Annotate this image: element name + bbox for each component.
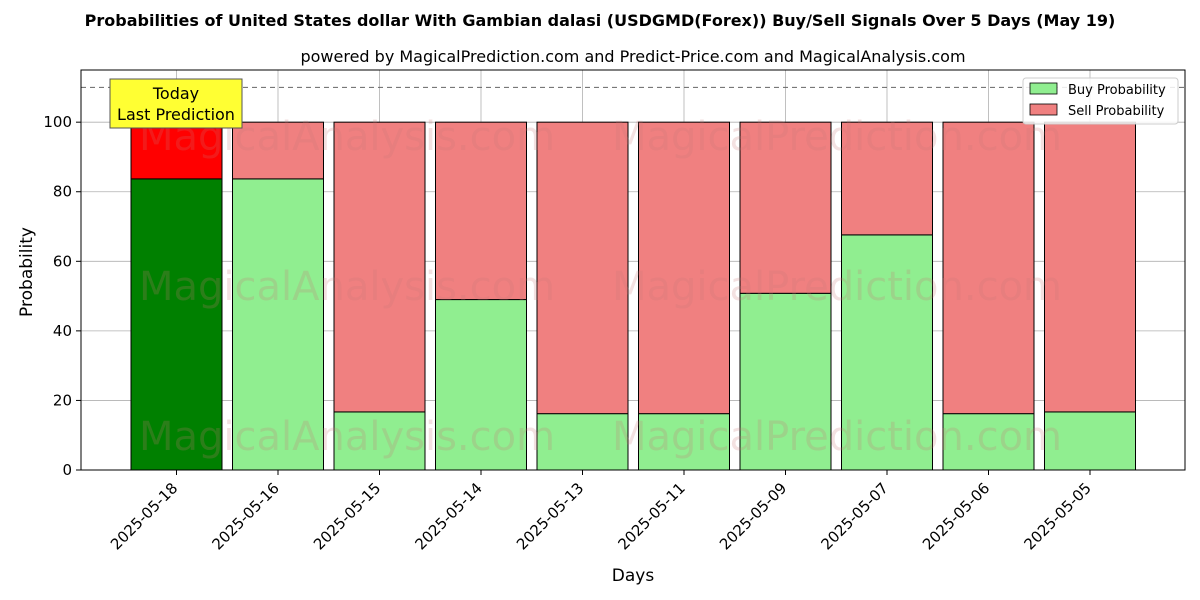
x-tick-label: 2025-05-07 — [817, 479, 891, 553]
bar-buy-2025-05-07 — [841, 234, 933, 471]
watermark-text: MagicalPrediction.com — [612, 264, 1062, 310]
x-tick-label: 2025-05-09 — [716, 479, 790, 553]
x-tick-label: 2025-05-14 — [411, 479, 485, 553]
bar-sell-2025-05-07 — [841, 121, 933, 236]
y-tick-label: 40 — [53, 322, 72, 340]
x-tick-label: 2025-05-05 — [1020, 479, 1094, 553]
x-axis-ticks: 2025-05-18 2025-05-16 2025-05-15 2025-05-14… — [107, 470, 1095, 553]
y-tick-label: 60 — [53, 252, 72, 270]
bar-sell-2025-05-15 — [333, 121, 426, 413]
today-annotation: Today Last Prediction — [109, 78, 243, 129]
watermark-text: MagicalPrediction.com — [612, 114, 1062, 160]
bar-buy-2025-05-14 — [435, 299, 527, 471]
x-tick-label: 2025-05-16 — [208, 479, 282, 553]
legend-frame — [1022, 77, 1179, 125]
legend-sell-swatch — [1029, 103, 1058, 116]
watermark-text: MagicalAnalysis.com — [139, 414, 555, 460]
bar-sell-2025-05-11 — [638, 121, 730, 415]
y-tick-label: 100 — [43, 113, 72, 131]
watermark-text: MagicalAnalysis.com — [139, 264, 555, 310]
legend-buy-label: Buy Probability — [1068, 83, 1166, 98]
bar-sell-2025-05-16 — [232, 121, 324, 180]
bar-sell-2025-05-14 — [435, 121, 527, 301]
plot-frame — [80, 69, 1186, 471]
watermark-text: MagicalPrediction.com — [612, 414, 1062, 460]
chart-title: Probabilities of United States dollar Wi… — [85, 11, 1116, 30]
legend: Buy Probability Sell Probability — [1022, 77, 1179, 125]
legend-sell-label: Sell Probability — [1068, 104, 1165, 119]
bar-sell-2025-05-13 — [536, 121, 629, 415]
x-axis-label: Days — [612, 566, 655, 586]
x-tick-label: 2025-05-15 — [310, 479, 384, 553]
x-tick-label: 2025-05-13 — [513, 479, 587, 553]
bar-buy-2025-05-06 — [942, 413, 1035, 471]
y-axis-ticks: 0 20 40 60 80 100 — [43, 113, 81, 479]
y-tick-label: 80 — [53, 183, 72, 201]
x-tick-label: 2025-05-18 — [107, 479, 181, 553]
x-tick-label: 2025-05-11 — [614, 479, 688, 553]
y-tick-label: 0 — [62, 461, 72, 479]
bar-sell-2025-05-09 — [739, 121, 832, 294]
bar-buy-2025-05-15 — [333, 411, 426, 471]
y-axis-label: Probability — [17, 227, 37, 317]
bar-buy-2025-05-05 — [1044, 411, 1136, 471]
chart-subtitle: powered by MagicalPrediction.com and Pre… — [300, 47, 965, 66]
annotation-box — [109, 78, 243, 129]
bar-buy-2025-05-18 — [130, 178, 223, 471]
bar-sell-2025-05-06 — [942, 121, 1035, 415]
bars — [130, 121, 1136, 471]
bar-sell-2025-05-18 — [130, 121, 223, 180]
bar-buy-2025-05-11 — [638, 413, 730, 471]
annotation-line2: Last Prediction — [117, 105, 235, 124]
bar-sell-2025-05-05 — [1044, 121, 1136, 413]
y-tick-label: 20 — [53, 391, 72, 409]
annotation-line1: Today — [152, 84, 199, 103]
legend-buy-swatch — [1029, 82, 1058, 95]
bar-buy-2025-05-13 — [536, 413, 629, 471]
bar-buy-2025-05-09 — [739, 292, 832, 471]
x-tick-label: 2025-05-06 — [919, 479, 993, 553]
